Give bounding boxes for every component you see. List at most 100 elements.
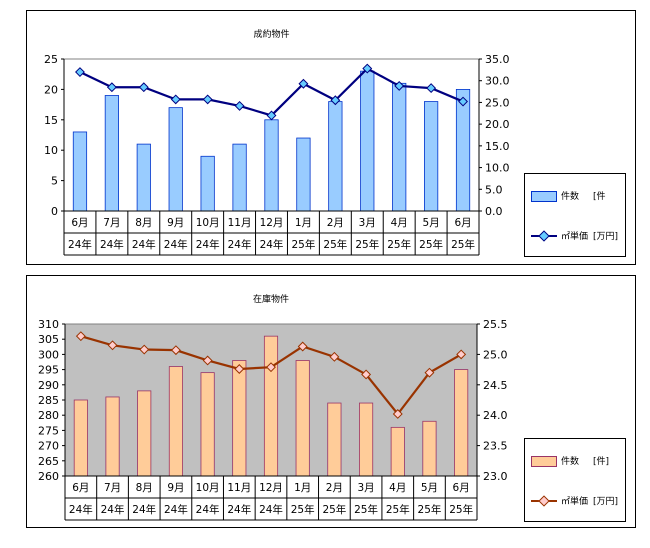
category-month-label: 11月: [228, 217, 252, 229]
category-month-label: 5月: [423, 217, 440, 229]
bar-10: [390, 426, 405, 477]
category-month-label: 2月: [327, 217, 344, 229]
category-year-label: 24年: [68, 238, 92, 251]
left-axis-tick-label: 20: [44, 83, 58, 96]
bar-2: [136, 143, 151, 212]
legend-bar-swatch: [531, 191, 557, 202]
price-point-11: [426, 83, 437, 94]
price-point-10: [394, 80, 405, 91]
category-month-label: 1月: [295, 217, 312, 229]
category-month-label: 12月: [260, 217, 284, 229]
legend-line-label: ㎡単価: [561, 497, 589, 507]
bar-12: [455, 89, 471, 212]
price-point-2: [139, 344, 150, 355]
legend-bar-label: 件数: [561, 457, 580, 467]
category-year-label: 24年: [132, 238, 156, 251]
category-year-label: 24年: [132, 503, 156, 516]
category-year-label: 24年: [196, 503, 220, 516]
category-month-label: 6月: [72, 482, 89, 494]
legend-bar-unit: [件: [593, 192, 606, 202]
right-axis-tick-label: 25.0: [483, 348, 508, 361]
bar-8: [328, 101, 343, 212]
price-point-9: [361, 369, 372, 380]
price-point-1: [107, 340, 118, 351]
right-axis-tick-label: 20.0: [485, 118, 510, 131]
left-axis-tick-label: 5: [51, 175, 58, 188]
contracts-chart-panel: 成約物件 0 5 10 15 20 25 0.0 5.0 10.0 15.0 20.0 25.0 30.0…: [26, 10, 636, 265]
legend-bar-label: 件数: [561, 192, 580, 202]
bar-0: [72, 131, 88, 212]
legend-bar-unit: [件]: [593, 457, 610, 467]
bar-7: [295, 360, 310, 477]
price-point-8: [330, 95, 341, 106]
left-axis-tick-label: 285: [38, 394, 59, 407]
category-year-label: 24年: [164, 238, 188, 251]
category-month-label: 8月: [136, 482, 153, 494]
price-point-2: [138, 82, 149, 93]
category-month-label: 8月: [135, 217, 152, 229]
price-point-8: [329, 351, 340, 362]
right-axis-tick-label: 24.5: [483, 379, 508, 392]
left-axis-tick-label: 305: [38, 333, 59, 346]
bar-9: [360, 70, 375, 212]
legend-line-marker: [538, 230, 550, 242]
category-year-label: 25年: [418, 503, 442, 516]
price-point-7: [297, 341, 308, 352]
contracts-chart: 成約物件 0 5 10 15 20 25 0.0 5.0 10.0 15.0 20.0 25.0 30.0…: [44, 28, 510, 256]
bar-1: [105, 396, 120, 477]
left-axis-tick-label: 10: [44, 144, 58, 157]
category-month-label: 9月: [167, 217, 184, 229]
right-axis-tick-label: 35.0: [485, 53, 510, 66]
bar-8: [327, 402, 342, 477]
price-point-5: [234, 364, 245, 374]
chart-title: 在庫物件: [253, 293, 289, 305]
left-axis-tick-label: 295: [38, 364, 59, 377]
left-axis-tick-label: 280: [38, 409, 59, 422]
bar-4: [200, 155, 215, 212]
left-axis-tick-label: 0: [51, 205, 58, 218]
left-axis-tick-label: 275: [38, 424, 59, 437]
category-year-label: 24年: [69, 503, 93, 516]
left-axis-tick-label: 300: [38, 348, 59, 361]
category-month-label: 6月: [71, 217, 88, 229]
category-month-label: 4月: [389, 482, 406, 494]
bar-6: [264, 119, 279, 212]
contracts-legend: 件数 [件 ㎡単価 [万円]: [524, 173, 626, 257]
category-year-label: 25年: [386, 503, 410, 516]
legend-line-label: ㎡単価: [561, 232, 589, 242]
category-year-label: 24年: [101, 503, 125, 516]
category-year-label: 24年: [196, 238, 220, 251]
category-month-label: 5月: [421, 482, 438, 494]
category-month-label: 6月: [453, 482, 470, 494]
bar-11: [424, 101, 439, 212]
chart-title: 成約物件: [253, 28, 289, 40]
price-point-4: [202, 355, 213, 366]
price-point-4: [202, 94, 213, 105]
price-point-10: [392, 409, 403, 419]
category-month-label: 9月: [167, 482, 184, 494]
right-axis-tick-label: 15.0: [485, 140, 510, 153]
price-point-3: [170, 345, 181, 356]
bar-0: [73, 399, 88, 477]
bar-11: [422, 420, 437, 477]
right-axis-tick-label: 5.0: [485, 183, 503, 196]
category-month-label: 1月: [294, 482, 311, 494]
category-year-label: 24年: [100, 238, 124, 251]
price-point-1: [106, 82, 117, 93]
right-axis-tick-label: 24.0: [483, 409, 508, 422]
inventory-chart: 在庫物件 260 265 270 275 280 285 290 295 300 305 310 23.…: [38, 293, 508, 521]
right-axis-tick-label: 25.5: [483, 318, 508, 331]
price-point-12: [456, 349, 467, 360]
category-year-label: 25年: [449, 503, 473, 516]
bar-6: [263, 335, 279, 477]
bar-9: [359, 402, 374, 477]
category-year-label: 24年: [228, 238, 252, 251]
left-axis-tick-label: 25: [44, 53, 58, 66]
price-point-9: [362, 63, 373, 74]
inventory-legend: 件数 [件] ㎡単価 [万円]: [524, 438, 626, 522]
left-axis-tick-label: 260: [38, 470, 59, 483]
category-year-label: 25年: [419, 238, 443, 251]
right-axis-tick-label: 23.5: [483, 440, 508, 453]
category-year-label: 25年: [322, 503, 346, 516]
category-year-label: 25年: [291, 238, 315, 251]
